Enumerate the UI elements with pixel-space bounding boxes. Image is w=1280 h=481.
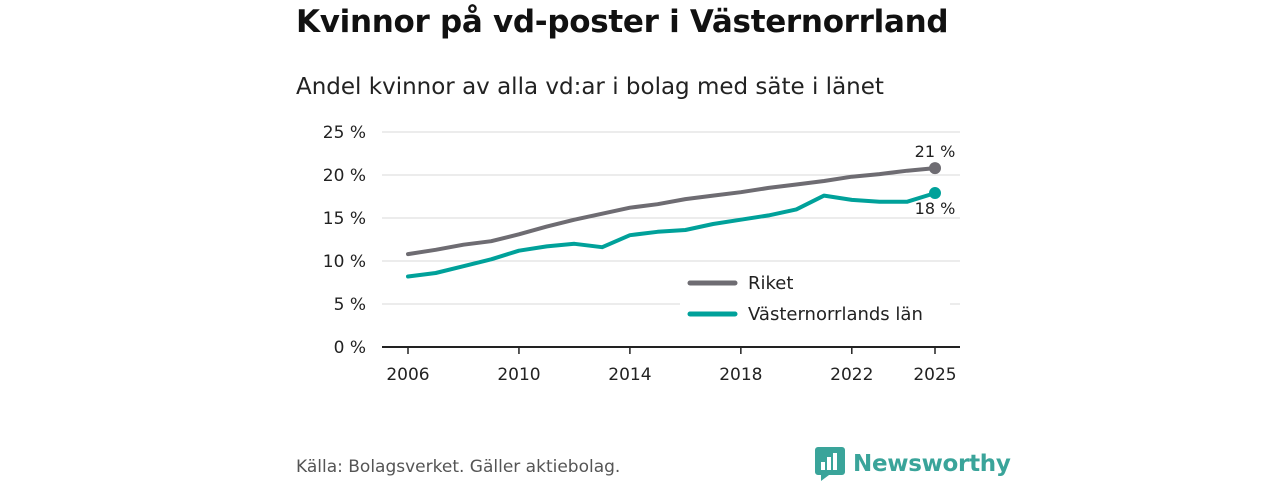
y-tick-label: 15 % [323, 209, 366, 229]
x-tick-label: 2018 [719, 365, 762, 385]
legend-label: Riket [748, 273, 793, 294]
series-end-point [929, 162, 941, 175]
series-line-vasternorrland [406, 191, 937, 279]
newsworthy-logo-icon [815, 447, 845, 481]
chart-title: Kvinnor på vd-poster i Västernorrland [296, 4, 949, 40]
series-end-label: 18 % [915, 199, 956, 218]
brand-name: Newsworthy [853, 451, 1011, 477]
series-end-label: 21 % [915, 142, 956, 161]
x-tick-label: 2010 [497, 365, 540, 385]
series-end-point [929, 187, 941, 200]
x-tick-label: 2014 [608, 365, 651, 385]
y-tick-label: 10 % [323, 252, 366, 272]
series-line-riket [406, 166, 937, 257]
y-tick-label: 0 % [334, 338, 366, 358]
x-tick-label: 2025 [913, 365, 956, 385]
y-tick-label: 20 % [323, 166, 366, 186]
x-tick-label: 2006 [386, 365, 429, 385]
brand-logo: Newsworthy [815, 447, 1011, 481]
y-tick-label: 25 % [323, 123, 366, 143]
chart-subtitle: Andel kvinnor av alla vd:ar i bolag med … [296, 74, 884, 100]
source-note: Källa: Bolagsverket. Gäller aktiebolag. [296, 457, 621, 477]
legend-background [680, 266, 950, 330]
y-tick-label: 5 % [334, 295, 366, 315]
x-tick-label: 2022 [830, 365, 873, 385]
legend-label: Västernorrlands län [748, 304, 923, 325]
